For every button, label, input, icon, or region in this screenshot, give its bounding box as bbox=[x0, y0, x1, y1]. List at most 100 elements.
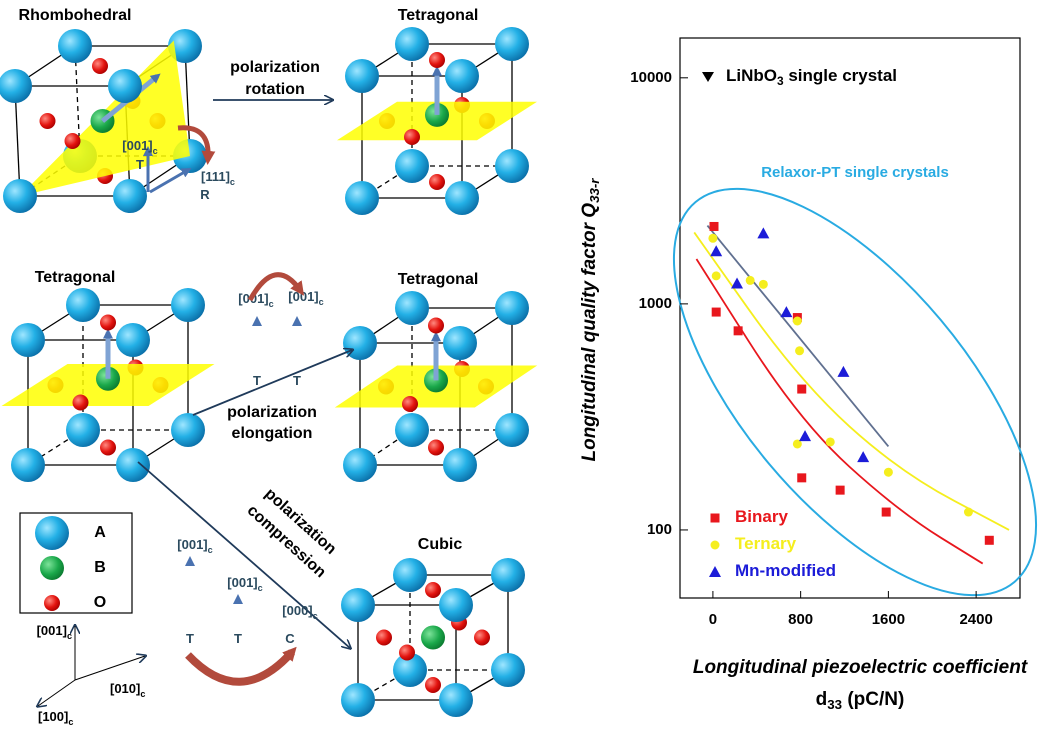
atom-a bbox=[341, 588, 375, 622]
phase-label: T bbox=[234, 631, 242, 646]
axis-label: [100]c bbox=[38, 709, 73, 727]
text-part: T bbox=[253, 373, 261, 388]
atom-a bbox=[395, 413, 429, 447]
marker-circle bbox=[758, 279, 768, 289]
text-part: (pC/N) bbox=[842, 689, 904, 710]
label: polarization bbox=[227, 404, 317, 421]
text-part: 0 bbox=[709, 611, 717, 628]
plot-frame bbox=[679, 37, 1021, 599]
group-ellipse bbox=[672, 187, 1038, 597]
subscript: c bbox=[258, 583, 263, 593]
vector-label: [111]c bbox=[201, 169, 235, 187]
y-axis-title: Longitudinal quality factor Q33-r bbox=[579, 178, 602, 462]
change-arrow bbox=[185, 646, 297, 686]
subscript: c bbox=[230, 177, 235, 187]
marker-circle bbox=[792, 316, 802, 326]
text-part: Tetragonal bbox=[398, 7, 479, 24]
atom-o bbox=[92, 58, 108, 74]
text-part: Ternary bbox=[735, 534, 797, 553]
marker-circle bbox=[883, 467, 893, 477]
x-tick-label: 0 bbox=[709, 611, 717, 628]
text-part: T bbox=[136, 157, 144, 172]
text-part: elongation bbox=[232, 425, 313, 442]
vector-label: [000]c bbox=[282, 603, 317, 621]
x-tick-label: 2400 bbox=[959, 611, 992, 628]
atom-a bbox=[108, 69, 142, 103]
text-part: T bbox=[293, 373, 301, 388]
marker-square bbox=[835, 485, 845, 495]
text-part: single crystal bbox=[784, 66, 897, 85]
axis-label: [001]c bbox=[37, 623, 72, 641]
vector-shaft bbox=[149, 167, 192, 194]
atom-o bbox=[100, 439, 116, 456]
marker-square bbox=[710, 513, 720, 523]
atom-a bbox=[445, 181, 479, 215]
marker-square bbox=[709, 221, 719, 231]
text-part: Longitudinal quality factor Q bbox=[579, 203, 600, 462]
text-part: [100] bbox=[38, 709, 68, 724]
marker-triangle bbox=[799, 430, 812, 442]
atom-a bbox=[439, 588, 473, 622]
label: elongation bbox=[232, 425, 313, 442]
text-part: C bbox=[285, 631, 295, 646]
annotation: Relaxor-PT single crystals bbox=[761, 164, 949, 181]
phase-label: C bbox=[285, 631, 295, 646]
atom-a bbox=[171, 288, 205, 322]
subscript: c bbox=[313, 611, 318, 621]
legend-label: O bbox=[94, 594, 106, 611]
cell-edge bbox=[184, 45, 191, 157]
text-part: rotation bbox=[245, 81, 305, 98]
atom-a bbox=[345, 181, 379, 215]
transition-arrow bbox=[137, 461, 350, 648]
text-part: Relaxor-PT single crystals bbox=[761, 164, 949, 181]
subscript: c bbox=[269, 299, 274, 309]
atom-a bbox=[393, 558, 427, 592]
marker-square bbox=[711, 307, 721, 317]
subscript: c bbox=[319, 297, 324, 307]
atom-a bbox=[395, 27, 429, 61]
atom-o bbox=[64, 133, 81, 149]
atom-a bbox=[395, 291, 429, 325]
text-part: B bbox=[94, 559, 106, 576]
text-part: 10000 bbox=[630, 69, 672, 86]
marker-triangle bbox=[731, 277, 744, 289]
text-part: Cubic bbox=[418, 536, 463, 553]
marker-triangle bbox=[837, 365, 850, 377]
text-part: LiNbO bbox=[726, 66, 777, 85]
atom-a bbox=[341, 683, 375, 717]
structure-title: Tetragonal bbox=[35, 269, 116, 286]
legend-label: A bbox=[94, 524, 106, 541]
atom-a bbox=[116, 448, 150, 482]
text-part: polarization bbox=[230, 59, 320, 76]
phase-label: R bbox=[200, 187, 210, 202]
marker-circle bbox=[745, 275, 755, 285]
text-part: [000] bbox=[282, 603, 312, 618]
atom-o bbox=[425, 582, 441, 598]
legend-label: Mn-modified bbox=[735, 561, 836, 580]
atom-a bbox=[113, 179, 147, 213]
atom-o bbox=[402, 396, 418, 412]
marker-circle bbox=[711, 271, 721, 281]
subscript: c bbox=[68, 717, 73, 727]
atom-a bbox=[168, 29, 202, 63]
label: rotation bbox=[245, 81, 305, 98]
marker-circle bbox=[795, 346, 805, 356]
text-part: [001] bbox=[122, 138, 152, 153]
atom-o bbox=[425, 677, 441, 693]
phase-label: T bbox=[293, 373, 301, 388]
atom-b bbox=[421, 625, 445, 650]
atom-o bbox=[428, 317, 444, 334]
marker-square bbox=[984, 535, 994, 545]
x-axis-title: d33 (pC/N) bbox=[816, 689, 905, 712]
subscript: 33-r bbox=[587, 178, 602, 203]
text-part: T bbox=[186, 631, 194, 646]
structure-title: Rhombohedral bbox=[19, 7, 132, 24]
text-part: Tetragonal bbox=[398, 271, 479, 288]
y-tick-label: 100 bbox=[647, 521, 672, 538]
marker-square bbox=[797, 384, 807, 394]
subscript: 3 bbox=[777, 74, 784, 88]
atom-a bbox=[343, 326, 377, 360]
text-part: 1000 bbox=[639, 295, 672, 312]
atom-a bbox=[495, 413, 529, 447]
fit-line bbox=[695, 258, 984, 565]
